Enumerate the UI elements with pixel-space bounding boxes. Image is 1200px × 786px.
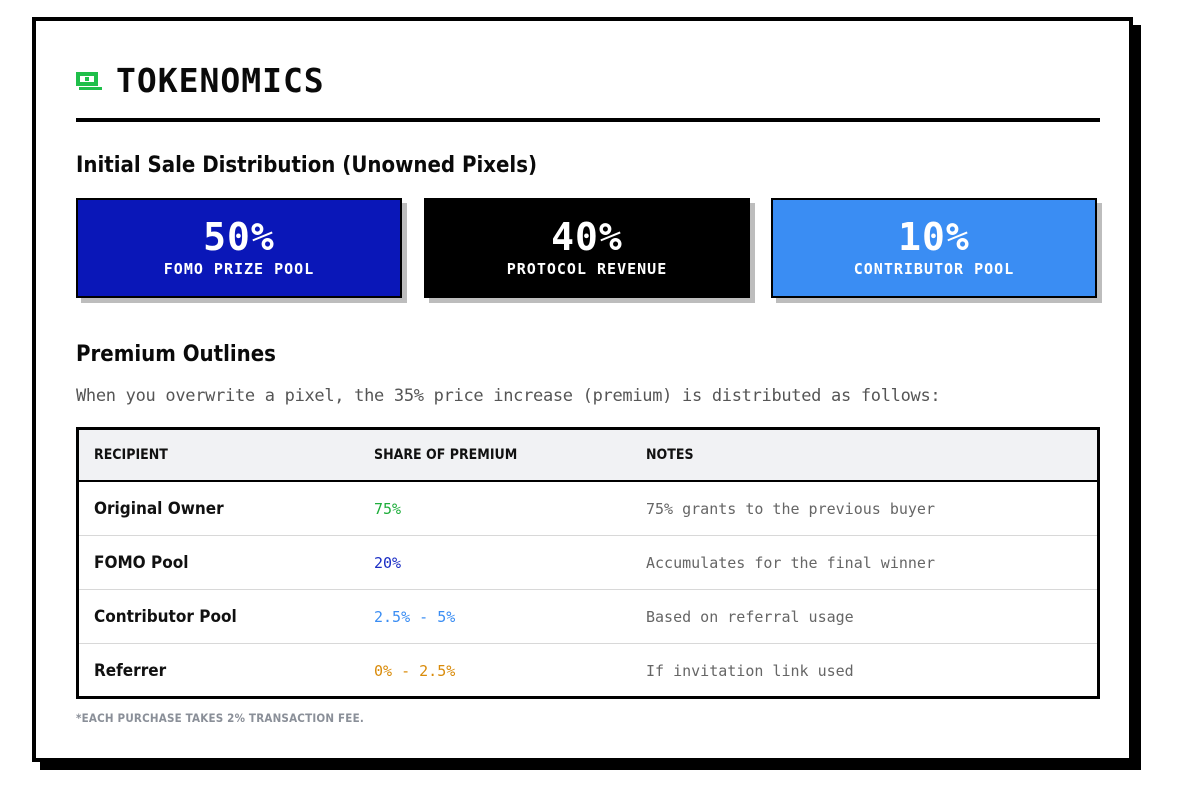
- recipient-cell: Original Owner: [79, 481, 359, 536]
- contributor-pool-label: CONTRIBUTOR POOL: [853, 260, 1015, 278]
- share-cell: 2.5% - 5%: [359, 589, 631, 644]
- transaction-fee-footnote: *EACH PURCHASE TAKES 2% TRANSACTION FEE.: [76, 711, 364, 725]
- recipient-cell: FOMO Pool: [79, 535, 359, 590]
- fomo-prize-pool-percent: 50%: [203, 215, 275, 259]
- premium-table: RECIPIENT SHARE OF PREMIUM NOTES Origina…: [76, 427, 1100, 699]
- premium-description: When you overwrite a pixel, the 35% pric…: [76, 386, 941, 406]
- premium-outlines-heading: Premium Outlines: [76, 342, 276, 367]
- table-row: Contributor Pool 2.5% - 5% Based on refe…: [79, 589, 1097, 644]
- notes-cell: If invitation link used: [646, 661, 854, 680]
- share-cell: 0% - 2.5%: [374, 661, 456, 680]
- sale-distribution-heading: Initial Sale Distribution (Unowned Pixel…: [76, 153, 538, 178]
- contributor-pool-box: 10% CONTRIBUTOR POOL: [771, 198, 1097, 298]
- notes-cell: Accumulates for the final winner: [631, 535, 1097, 590]
- protocol-revenue-percent: 40%: [551, 215, 623, 259]
- column-header-notes: NOTES: [631, 430, 1097, 482]
- header-divider: [76, 118, 1100, 122]
- protocol-revenue-box: 40% PROTOCOL REVENUE: [424, 198, 750, 298]
- card-header: TOKENOMICS: [76, 61, 325, 100]
- column-header-recipient: RECIPIENT: [79, 430, 359, 482]
- table-header-row: RECIPIENT SHARE OF PREMIUM NOTES: [79, 430, 1097, 482]
- protocol-revenue-label: PROTOCOL REVENUE: [506, 260, 668, 278]
- table-row: Original Owner 75% 75% grants to the pre…: [79, 481, 1097, 536]
- page-title: TOKENOMICS: [116, 61, 325, 100]
- tokenomics-card: TOKENOMICS Initial Sale Distribution (Un…: [32, 17, 1133, 762]
- table-row: FOMO Pool 20% Accumulates for the final …: [79, 535, 1097, 590]
- share-cell: 20%: [359, 535, 631, 590]
- recipient-cell: Referrer: [94, 660, 167, 681]
- share-cell: 75%: [359, 481, 631, 536]
- fomo-prize-pool-label: FOMO PRIZE POOL: [163, 260, 315, 278]
- notes-cell: 75% grants to the previous buyer: [631, 481, 1097, 536]
- sale-distribution-boxes: 50% FOMO PRIZE POOL 40% PROTOCOL REVENUE…: [76, 198, 1102, 304]
- notes-cell: Based on referral usage: [631, 589, 1097, 644]
- column-header-share: SHARE OF PREMIUM: [359, 430, 631, 482]
- contributor-pool-percent: 10%: [898, 215, 970, 259]
- money-icon: [76, 71, 102, 90]
- fomo-prize-pool-box: 50% FOMO PRIZE POOL: [76, 198, 402, 298]
- table-row: Referrer 0% - 2.5% If invitation link us…: [79, 644, 1097, 698]
- recipient-cell: Contributor Pool: [79, 589, 359, 644]
